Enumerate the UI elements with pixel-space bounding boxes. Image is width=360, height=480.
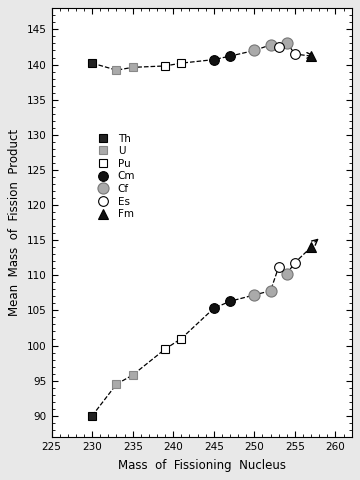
Y-axis label: Mean  Mass  of  Fission  Product: Mean Mass of Fission Product: [8, 129, 21, 316]
X-axis label: Mass  of  Fissioning  Nucleus: Mass of Fissioning Nucleus: [118, 459, 285, 472]
Legend: Th, U, Pu, Cm, Cf, Es, Fm: Th, U, Pu, Cm, Cf, Es, Fm: [93, 133, 135, 219]
